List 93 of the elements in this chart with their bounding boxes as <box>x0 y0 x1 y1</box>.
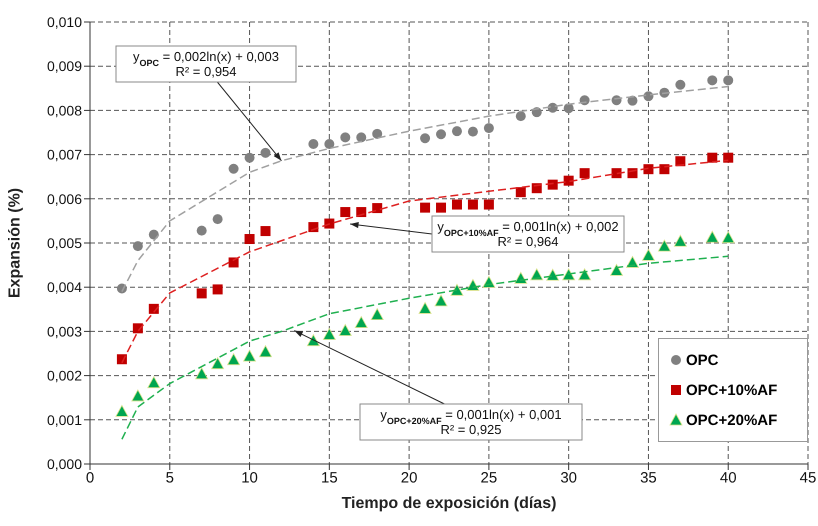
point <box>674 234 687 247</box>
x-tick-label: 45 <box>800 470 816 487</box>
legend-label: OPC+10%AF <box>686 382 778 398</box>
y-tick-label: 0,000 <box>46 456 82 472</box>
x-tick-label: 35 <box>640 470 657 487</box>
point <box>372 203 382 214</box>
point <box>706 230 719 243</box>
point <box>196 288 207 298</box>
point <box>468 200 478 210</box>
point <box>340 207 350 218</box>
point <box>308 138 318 149</box>
point <box>356 132 366 142</box>
point <box>116 405 128 417</box>
point <box>370 308 384 320</box>
y-tick-label: 0,003 <box>46 323 82 340</box>
point <box>243 350 256 362</box>
point <box>260 226 271 236</box>
y-tick-label: 0,007 <box>46 146 82 163</box>
x-tick-label: 25 <box>480 470 498 487</box>
point <box>452 200 462 210</box>
point <box>675 80 686 90</box>
point <box>562 268 576 280</box>
point <box>212 214 223 224</box>
point <box>131 390 144 402</box>
point <box>722 231 735 244</box>
y-tick-label: 0,008 <box>46 102 82 118</box>
point <box>723 152 734 163</box>
point <box>420 133 430 144</box>
point <box>354 316 368 328</box>
point <box>452 126 462 136</box>
annotation: y$_{OPC}$ = 0,002ln(x) + 0,003 R² = 0,954 <box>133 49 279 79</box>
point <box>723 75 734 86</box>
y-tick-label: 0,010 <box>46 14 82 30</box>
point <box>658 240 671 252</box>
point <box>338 324 352 336</box>
point <box>436 129 446 140</box>
x-axis-title: Tiempo de exposición (días) <box>342 495 556 512</box>
x-tick-label: 40 <box>720 470 737 487</box>
y-tick-label: 0,001 <box>46 412 82 428</box>
point <box>610 264 623 276</box>
point <box>516 187 526 198</box>
point <box>434 294 448 306</box>
point <box>132 241 143 252</box>
point <box>642 248 655 261</box>
point <box>659 164 670 174</box>
y-tick-label: 0,009 <box>46 58 82 74</box>
annotation: y$_{OPC+10%AF}$ = 0,001ln(x) + 0,002 R² = 0,964 <box>437 219 619 249</box>
y-axis-title: Expansión (%) <box>6 188 24 298</box>
x-tick-label: 0 <box>86 470 94 487</box>
point <box>548 180 558 190</box>
y-tick-label: 0,005 <box>46 234 82 251</box>
point <box>260 148 271 158</box>
point <box>643 164 654 174</box>
x-tick-label: 30 <box>560 470 578 487</box>
point <box>484 200 494 210</box>
x-tick-label: 5 <box>166 470 174 487</box>
point <box>212 284 223 294</box>
point <box>580 168 590 178</box>
legend-label: OPC <box>686 352 719 368</box>
legend-label: OPC+20%AF <box>686 412 778 428</box>
point <box>516 111 526 122</box>
annotation: y$_{OPC+20%AF}$ = 0,001ln(x) + 0,001 R² = 0,925 <box>380 407 562 437</box>
y-tick-label: 0,002 <box>46 368 82 384</box>
x-tick-label: 20 <box>400 470 418 487</box>
point <box>450 284 464 296</box>
point <box>372 128 382 139</box>
y-tick-label: 0,006 <box>46 190 82 207</box>
point <box>244 234 255 244</box>
point <box>324 218 334 229</box>
point <box>436 202 446 213</box>
y-tick-label: 0,004 <box>46 279 82 296</box>
x-tick-label: 10 <box>241 470 258 487</box>
point <box>195 367 208 380</box>
point <box>707 152 718 163</box>
point <box>418 302 432 314</box>
point <box>340 132 350 142</box>
point <box>564 176 574 186</box>
point <box>196 226 207 236</box>
point <box>227 353 240 366</box>
point <box>578 268 592 280</box>
x-tick-label: 15 <box>320 470 338 487</box>
point <box>468 126 478 137</box>
point <box>324 138 334 149</box>
point <box>211 357 224 370</box>
point <box>707 75 718 86</box>
point <box>147 376 160 388</box>
point <box>322 328 336 340</box>
point <box>612 168 622 178</box>
point <box>420 202 430 213</box>
point <box>484 123 494 134</box>
point <box>244 152 255 163</box>
point <box>228 164 239 174</box>
point <box>259 345 272 358</box>
